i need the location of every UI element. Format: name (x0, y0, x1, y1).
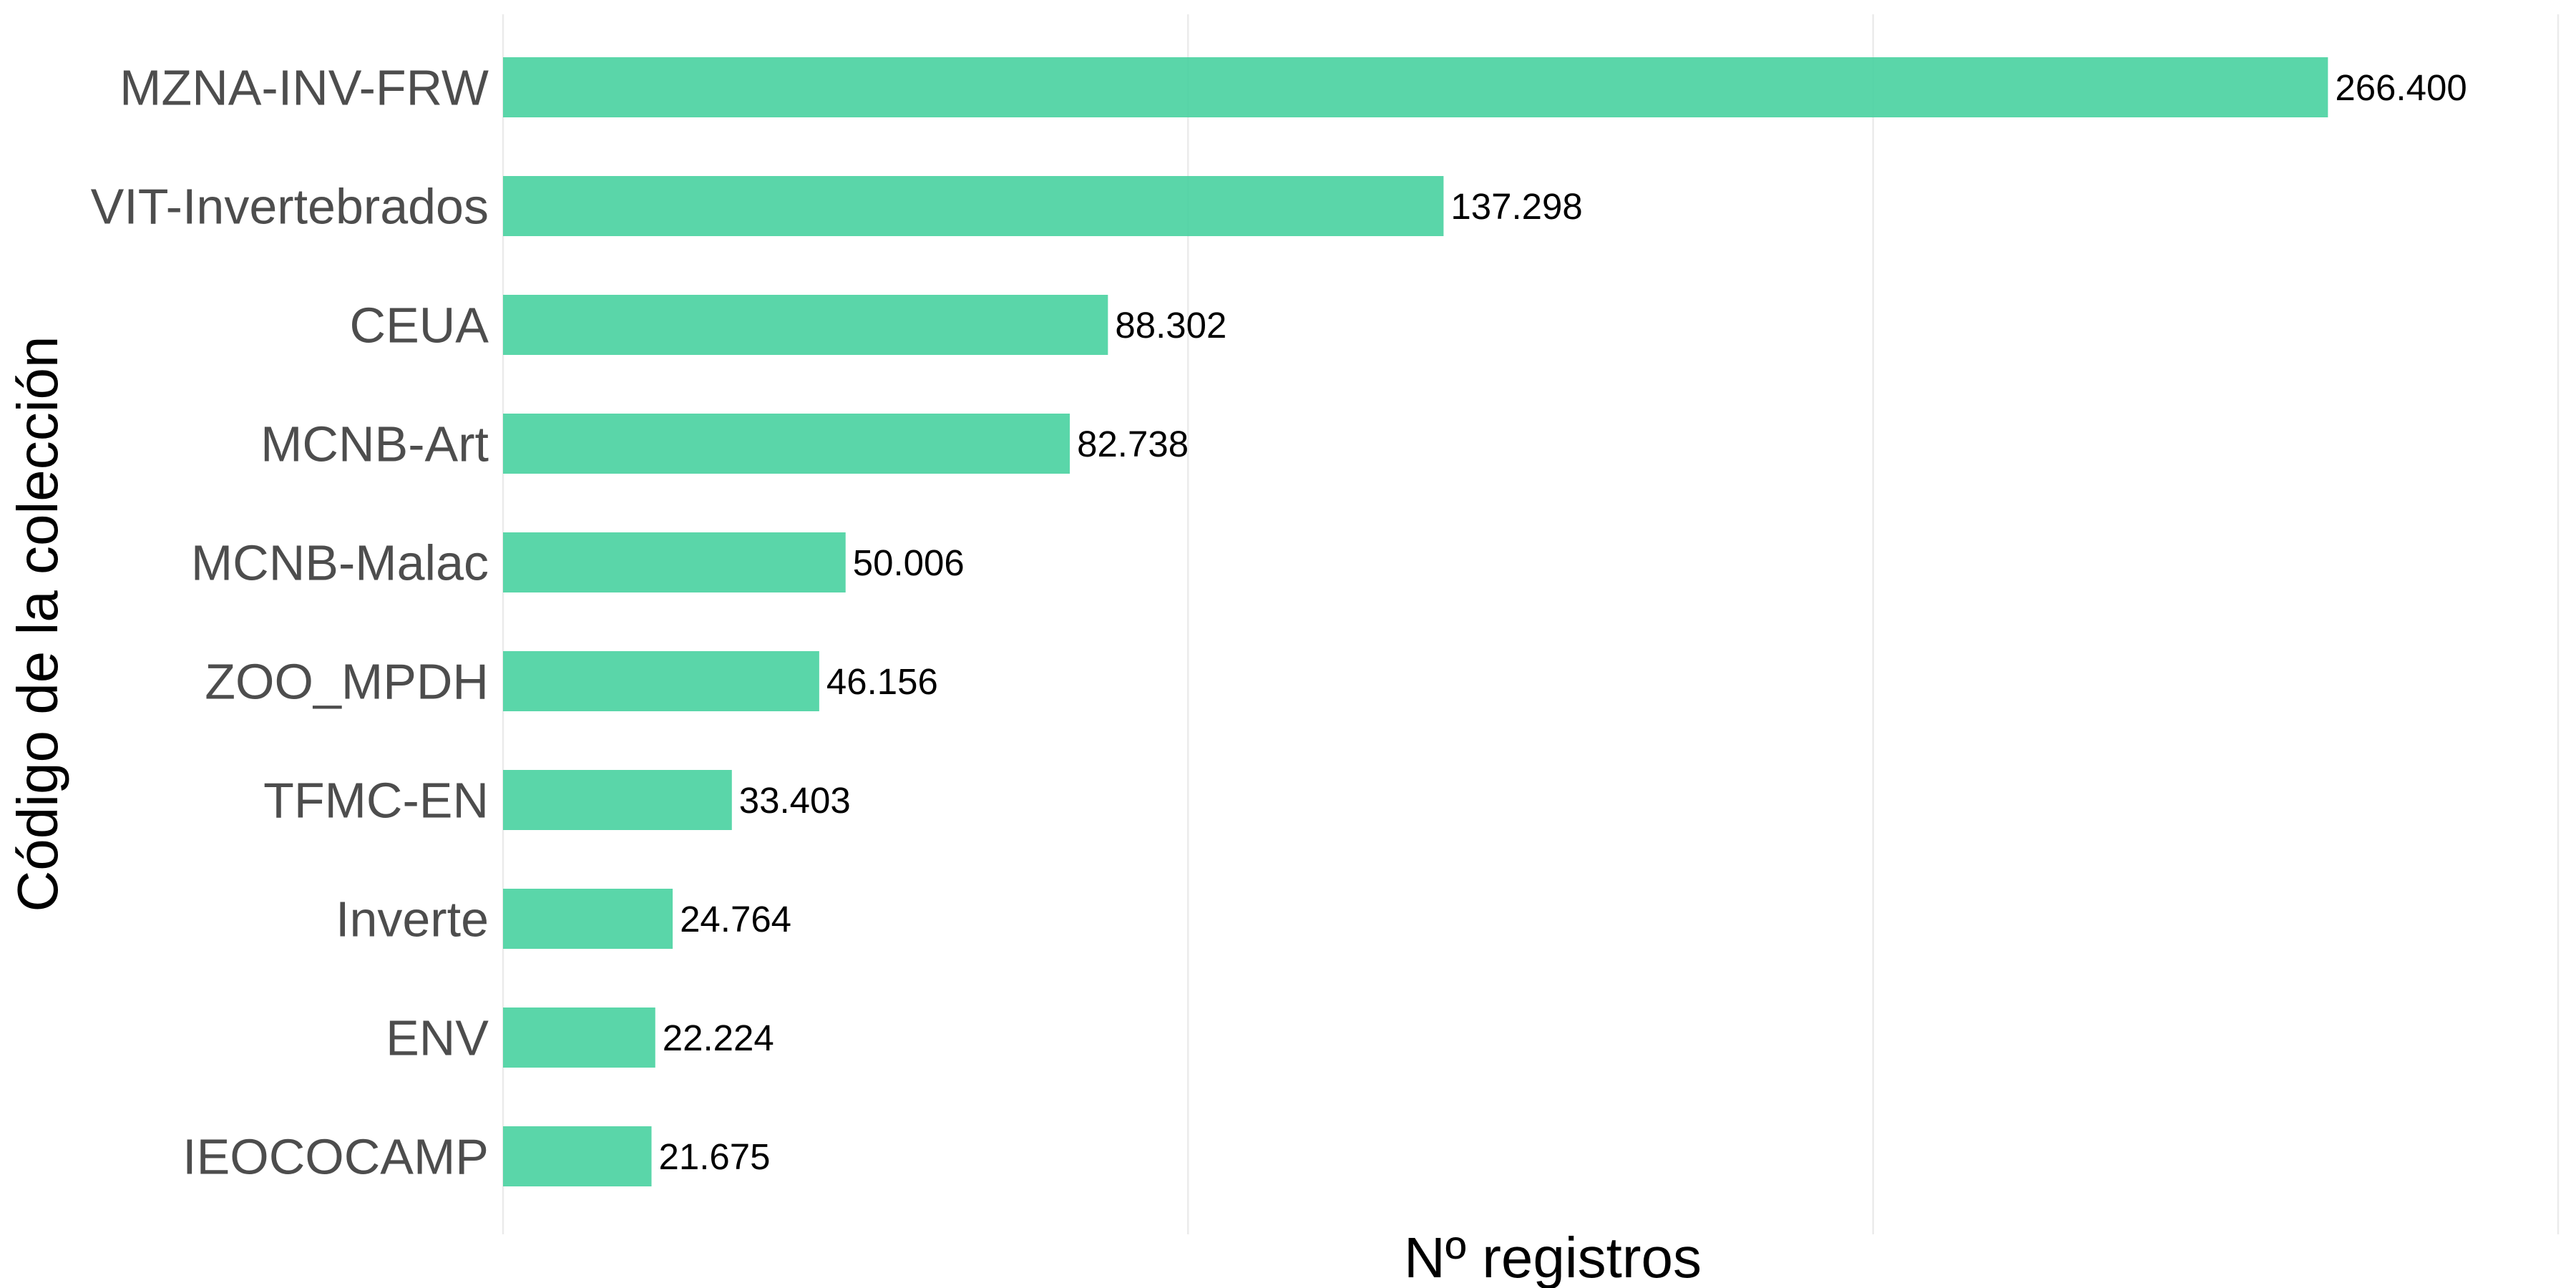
bar-8 (503, 1008, 655, 1068)
bar-4 (503, 532, 846, 592)
value-label-2: 88.302 (1115, 305, 1226, 346)
category-label-5: ZOO_MPDH (205, 654, 489, 710)
value-label-8: 22.224 (663, 1018, 774, 1058)
value-label-7: 24.764 (680, 899, 791, 940)
bar-6 (503, 770, 732, 830)
x-axis-title: Nº registros (1404, 1226, 1702, 1288)
bar-7 (503, 889, 673, 949)
bar-0 (503, 57, 2328, 117)
bar-2 (503, 295, 1108, 355)
category-label-6: TFMC-EN (263, 773, 489, 829)
value-labels: 266.400 137.298 88.302 82.738 50.006 46.156 33… (659, 67, 2467, 1177)
category-label-3: MCNB-Art (260, 416, 489, 472)
category-label-9: IEOCOCAMP (182, 1129, 489, 1185)
category-label-0: MZNA-INV-FRW (119, 60, 489, 116)
category-label-4: MCNB-Malac (191, 535, 489, 591)
value-label-0: 266.400 (2335, 67, 2467, 108)
category-labels: MZNA-INV-FRW VIT-Invertebrados CEUA MCNB-Ar… (91, 60, 489, 1185)
bar-3 (503, 414, 1070, 474)
bars (503, 57, 2328, 1186)
value-label-5: 46.156 (826, 661, 938, 702)
value-label-1: 137.298 (1450, 186, 1582, 227)
value-label-4: 50.006 (853, 542, 965, 583)
y-axis-title: Código de la colección (6, 336, 69, 912)
bar-1 (503, 176, 1444, 236)
bar-9 (503, 1126, 652, 1186)
value-label-6: 33.403 (739, 780, 851, 821)
category-label-2: CEUA (350, 298, 489, 353)
category-label-1: VIT-Invertebrados (91, 179, 489, 235)
bar-5 (503, 651, 819, 711)
category-label-8: ENV (386, 1010, 489, 1066)
value-label-9: 21.675 (659, 1136, 771, 1177)
value-label-3: 82.738 (1077, 424, 1189, 464)
category-label-7: Inverte (336, 892, 489, 947)
